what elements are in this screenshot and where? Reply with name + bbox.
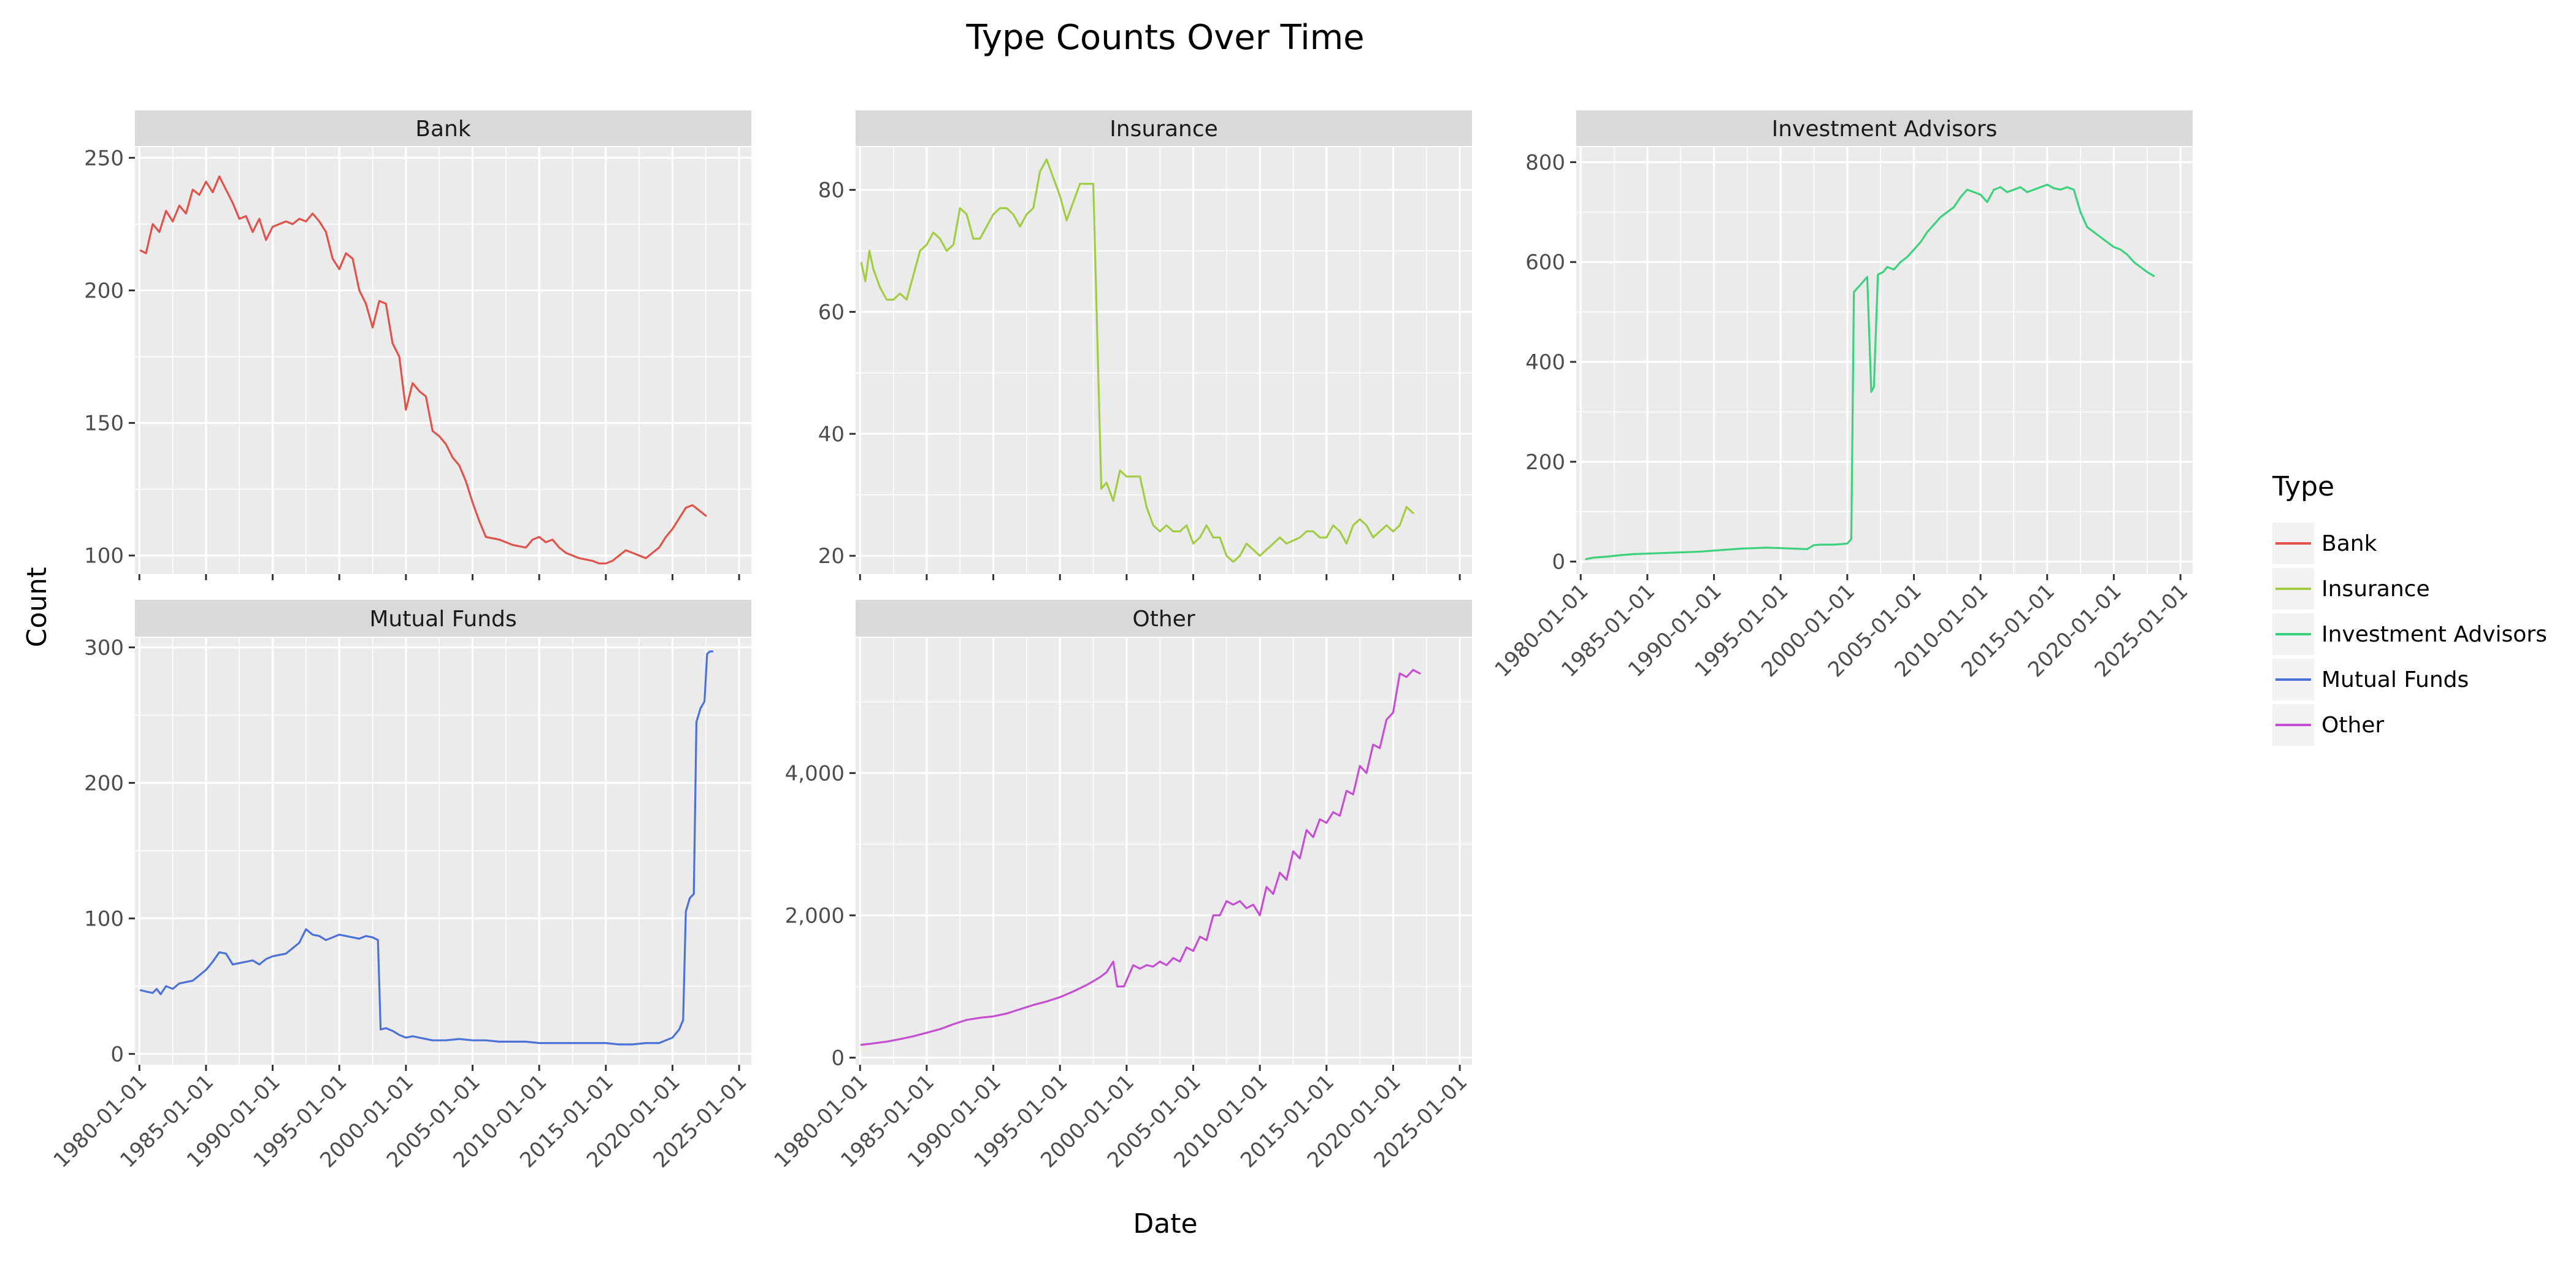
panel-background [1576, 147, 2193, 574]
facet-bank: Bank 100 150 200 250 [84, 110, 751, 580]
series-line-mutual-funds [139, 650, 714, 1046]
series-line-insurance [860, 158, 1414, 563]
y-tick-label: 200 [84, 278, 124, 303]
y-tick-label: 0 [1552, 550, 1565, 575]
y-tick-label: 200 [84, 771, 124, 795]
y-tick-label: 150 [84, 412, 124, 436]
legend-label-other: Other [2321, 713, 2384, 738]
strip-background [856, 600, 1472, 637]
legend-entry-other: Other [2272, 704, 2384, 746]
legend-label-investment-advisors: Investment Advisors [2321, 622, 2547, 647]
y-tick-label: 100 [84, 907, 124, 931]
y-tick-label: 4,000 [785, 761, 845, 786]
facet-insurance: Insurance 20 40 60 80 [818, 110, 1472, 580]
chart-title: Type Counts Over Time [965, 18, 1364, 58]
strip-background [856, 110, 1472, 146]
strip-background [135, 110, 751, 146]
strip-label-mutual-funds: Mutual Funds [369, 607, 516, 632]
y-axis-title: Count [21, 567, 53, 648]
legend: Type Bank Insurance Investment Advisors Mut… [2272, 471, 2547, 746]
y-tick-label: 250 [84, 146, 124, 171]
y-tick-label: 60 [818, 300, 845, 324]
series-line-bank [139, 175, 707, 565]
strip-label-bank: Bank [415, 117, 471, 142]
legend-entry-mutual-funds: Mutual Funds [2272, 659, 2469, 700]
panel-background [135, 638, 751, 1065]
y-tick-label: 800 [1525, 150, 1565, 175]
x-axis-title: Date [1133, 1208, 1197, 1240]
strip-label-investment-advisors: Investment Advisors [1772, 117, 1998, 142]
y-tick-label: 300 [84, 635, 124, 660]
strip-label-insurance: Insurance [1110, 117, 1218, 142]
legend-entry-investment-advisors: Investment Advisors [2272, 613, 2547, 655]
y-tick-label: 600 [1525, 250, 1565, 275]
legend-title: Type [2272, 471, 2334, 502]
legend-label-mutual-funds: Mutual Funds [2321, 667, 2469, 692]
series-line-other [860, 669, 1421, 1046]
y-tick-label: 2,000 [785, 903, 845, 928]
y-tick-label: 100 [84, 544, 124, 569]
y-tick-label: 0 [831, 1046, 845, 1070]
legend-entry-bank: Bank [2272, 523, 2377, 564]
strip-label-other: Other [1132, 607, 1195, 632]
strip-background [135, 600, 751, 637]
y-tick-label: 200 [1525, 450, 1565, 475]
y-tick-label: 400 [1525, 350, 1565, 375]
y-tick-label: 0 [110, 1042, 124, 1067]
panel-background [856, 147, 1472, 574]
panel-background [856, 638, 1472, 1065]
y-tick-label: 80 [818, 178, 845, 203]
strip-background [1576, 110, 2193, 146]
legend-label-insurance: Insurance [2321, 577, 2430, 602]
series-line-investment-advisors [1585, 183, 2155, 561]
legend-entry-insurance: Insurance [2272, 568, 2430, 610]
y-tick-label: 40 [818, 422, 845, 447]
panel-background [135, 147, 751, 574]
legend-label-bank: Bank [2321, 531, 2377, 556]
y-tick-label: 20 [818, 544, 845, 569]
